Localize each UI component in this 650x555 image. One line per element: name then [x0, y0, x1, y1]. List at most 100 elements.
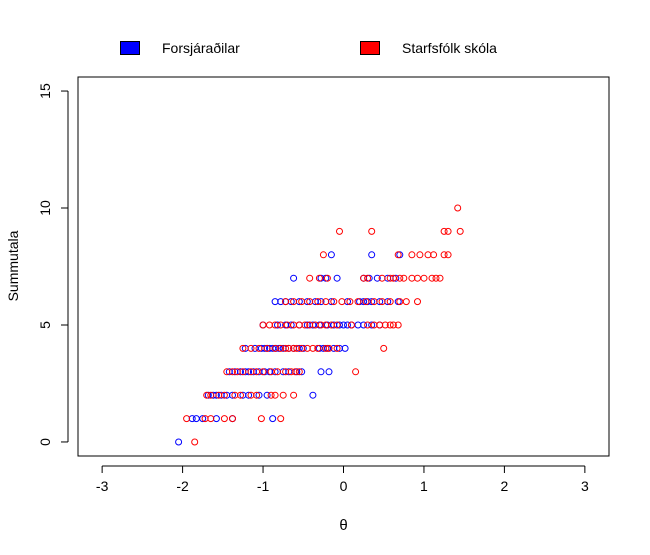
data-point [255, 391, 263, 399]
data-point [220, 415, 228, 423]
data-point [263, 391, 271, 399]
data-point [416, 251, 424, 259]
data-point [368, 321, 376, 329]
data-point [341, 344, 349, 352]
data-point [408, 251, 416, 259]
data-point [287, 321, 295, 329]
data-point [346, 298, 354, 306]
data-point [274, 368, 281, 376]
data-point [229, 415, 236, 423]
data-point [336, 227, 343, 235]
data-point [444, 251, 452, 259]
data-point [396, 274, 404, 282]
data-point [183, 415, 191, 423]
data-point [325, 344, 333, 352]
y-tick-label: 5 [37, 321, 53, 329]
data-point [317, 321, 325, 329]
data-point [402, 298, 410, 306]
data-point [247, 344, 255, 352]
data-point [330, 298, 338, 306]
data-point [440, 251, 448, 259]
data-point [263, 344, 271, 352]
data-point [381, 321, 389, 329]
data-point [220, 391, 228, 399]
data-point [333, 274, 341, 282]
data-point [267, 391, 275, 399]
data-point [325, 368, 333, 376]
data-point [314, 344, 322, 352]
data-point [414, 298, 421, 306]
data-point [315, 274, 323, 282]
data-point [282, 344, 290, 352]
data-point [327, 251, 335, 259]
data-point [456, 227, 464, 235]
data-point [269, 415, 277, 423]
data-point [322, 298, 330, 306]
data-point [285, 344, 293, 352]
data-point [360, 274, 368, 282]
data-point [368, 227, 376, 235]
x-tick-label: -1 [257, 478, 270, 494]
y-tick-label: 15 [37, 83, 53, 99]
data-point [298, 298, 306, 306]
data-point [319, 251, 327, 259]
data-point [203, 391, 211, 399]
data-point [317, 298, 325, 306]
data-point [229, 368, 236, 376]
plot-frame [77, 76, 610, 457]
data-point [380, 344, 388, 352]
data-point [373, 274, 381, 282]
data-point [354, 298, 362, 306]
data-point [394, 251, 402, 259]
data-point [400, 274, 408, 282]
data-point [253, 391, 261, 399]
data-point [282, 298, 290, 306]
data-point [440, 227, 448, 235]
data-point [237, 391, 244, 399]
data-point [306, 298, 314, 306]
data-point [207, 391, 215, 399]
data-point [333, 321, 341, 329]
legend-entry-series-2: Starfsfólk skóla [360, 40, 497, 56]
data-point [271, 368, 279, 376]
data-point [271, 391, 279, 399]
data-point [352, 368, 360, 376]
data-point [175, 438, 183, 446]
data-point [259, 321, 267, 329]
y-tick-label: 0 [37, 438, 53, 446]
data-point [279, 391, 287, 399]
data-point [293, 344, 301, 352]
data-point [333, 344, 341, 352]
data-point [360, 321, 368, 329]
data-point [277, 298, 285, 306]
legend-swatch-red [360, 41, 380, 55]
data-point [444, 227, 452, 235]
data-point [191, 438, 199, 446]
data-point [255, 344, 263, 352]
x-tick-label: -3 [96, 478, 109, 494]
data-point [322, 344, 330, 352]
data-points [175, 204, 464, 446]
legend-label: Forsjáraðilar [162, 40, 240, 56]
x-tick-label: 0 [340, 478, 348, 494]
data-point [287, 368, 295, 376]
data-point [239, 368, 247, 376]
data-point [386, 298, 394, 306]
data-point [291, 368, 299, 376]
data-point [420, 274, 428, 282]
data-point [295, 368, 303, 376]
data-point [259, 368, 267, 376]
data-point [436, 274, 444, 282]
x-tick-label: 1 [420, 478, 428, 494]
data-point [237, 368, 244, 376]
data-point [199, 415, 207, 423]
data-point [323, 274, 331, 282]
legend-swatch-blue [120, 41, 140, 55]
data-point [274, 321, 281, 329]
data-point [348, 321, 355, 329]
data-point [290, 298, 298, 306]
data-point [301, 321, 309, 329]
data-point [364, 274, 372, 282]
data-point [370, 298, 378, 306]
